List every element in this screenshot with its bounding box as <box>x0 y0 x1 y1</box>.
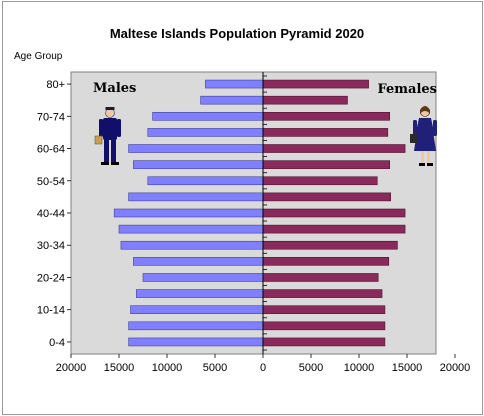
male-bar-50-54 <box>147 176 264 186</box>
female-bar-70-74 <box>262 111 391 121</box>
y-tick-label: 30-34 <box>37 240 65 252</box>
male-bar-15-19 <box>135 289 264 298</box>
female-bar-30-34 <box>262 240 398 250</box>
y-tick-label: 0-4 <box>49 337 65 349</box>
male-bar-35-39 <box>118 224 264 234</box>
male-bar-5-9 <box>128 321 264 331</box>
females-label: Females <box>378 82 438 97</box>
male-bar-30-34 <box>120 240 264 250</box>
y-axis-label: Age Group <box>14 51 63 62</box>
y-tick-label: 20-24 <box>37 272 65 284</box>
y-tick-label: 60-64 <box>37 144 65 156</box>
x-tick-label: 5000 <box>203 362 227 374</box>
female-bar-50-54 <box>262 176 378 186</box>
female-bar-15-19 <box>262 289 383 298</box>
y-tick-label: 70-74 <box>37 111 65 123</box>
x-tick-label: 10000 <box>344 362 375 374</box>
males-label: Males <box>93 81 136 96</box>
female-bar-60-64 <box>262 144 406 153</box>
chart-title: Maltese Islands Population Pyramid 2020 <box>110 26 364 41</box>
x-tick-label: 15000 <box>392 362 423 374</box>
male-bar-75-79 <box>200 95 264 105</box>
female-bar-35-39 <box>262 224 406 234</box>
male-bar-25-29 <box>133 257 264 266</box>
female-bar-10-14 <box>262 305 386 315</box>
male-bar-65-69 <box>147 128 264 137</box>
female-bar-65-69 <box>262 128 389 137</box>
x-tick-label: 5000 <box>299 362 323 374</box>
female-bar-45-49 <box>262 192 391 202</box>
female-bar-0-4 <box>262 337 386 347</box>
x-tick-label: 20000 <box>56 362 87 374</box>
x-tick-label: 10000 <box>152 362 183 374</box>
x-tick-label: 20000 <box>440 362 471 374</box>
male-bar-10-14 <box>130 305 264 315</box>
female-bar-5-9 <box>262 321 386 331</box>
male-bar-45-49 <box>128 192 264 202</box>
female-bar-20-24 <box>262 273 379 282</box>
male-figure-icon <box>94 107 121 165</box>
female-bar-55-59 <box>262 160 391 169</box>
male-bar-60-64 <box>128 144 264 153</box>
female-figure-icon <box>410 106 437 166</box>
female-bar-25-29 <box>262 257 390 266</box>
male-bar-55-59 <box>133 160 264 169</box>
x-tick-label: 15000 <box>104 362 135 374</box>
female-bar-80+ <box>262 79 369 89</box>
male-bar-20-24 <box>142 273 264 282</box>
female-bar-75-79 <box>262 95 348 105</box>
female-bar-40-44 <box>262 208 406 218</box>
male-bar-70-74 <box>152 111 264 121</box>
y-tick-label: 50-54 <box>37 176 65 188</box>
x-tick-label: 0 <box>260 362 266 374</box>
y-tick-label: 40-44 <box>37 208 65 220</box>
y-tick-label: 80+ <box>46 79 65 91</box>
male-bar-0-4 <box>128 337 264 347</box>
y-tick-label: 10-14 <box>37 305 65 317</box>
male-bar-80+ <box>205 79 264 89</box>
male-bar-40-44 <box>113 208 264 218</box>
